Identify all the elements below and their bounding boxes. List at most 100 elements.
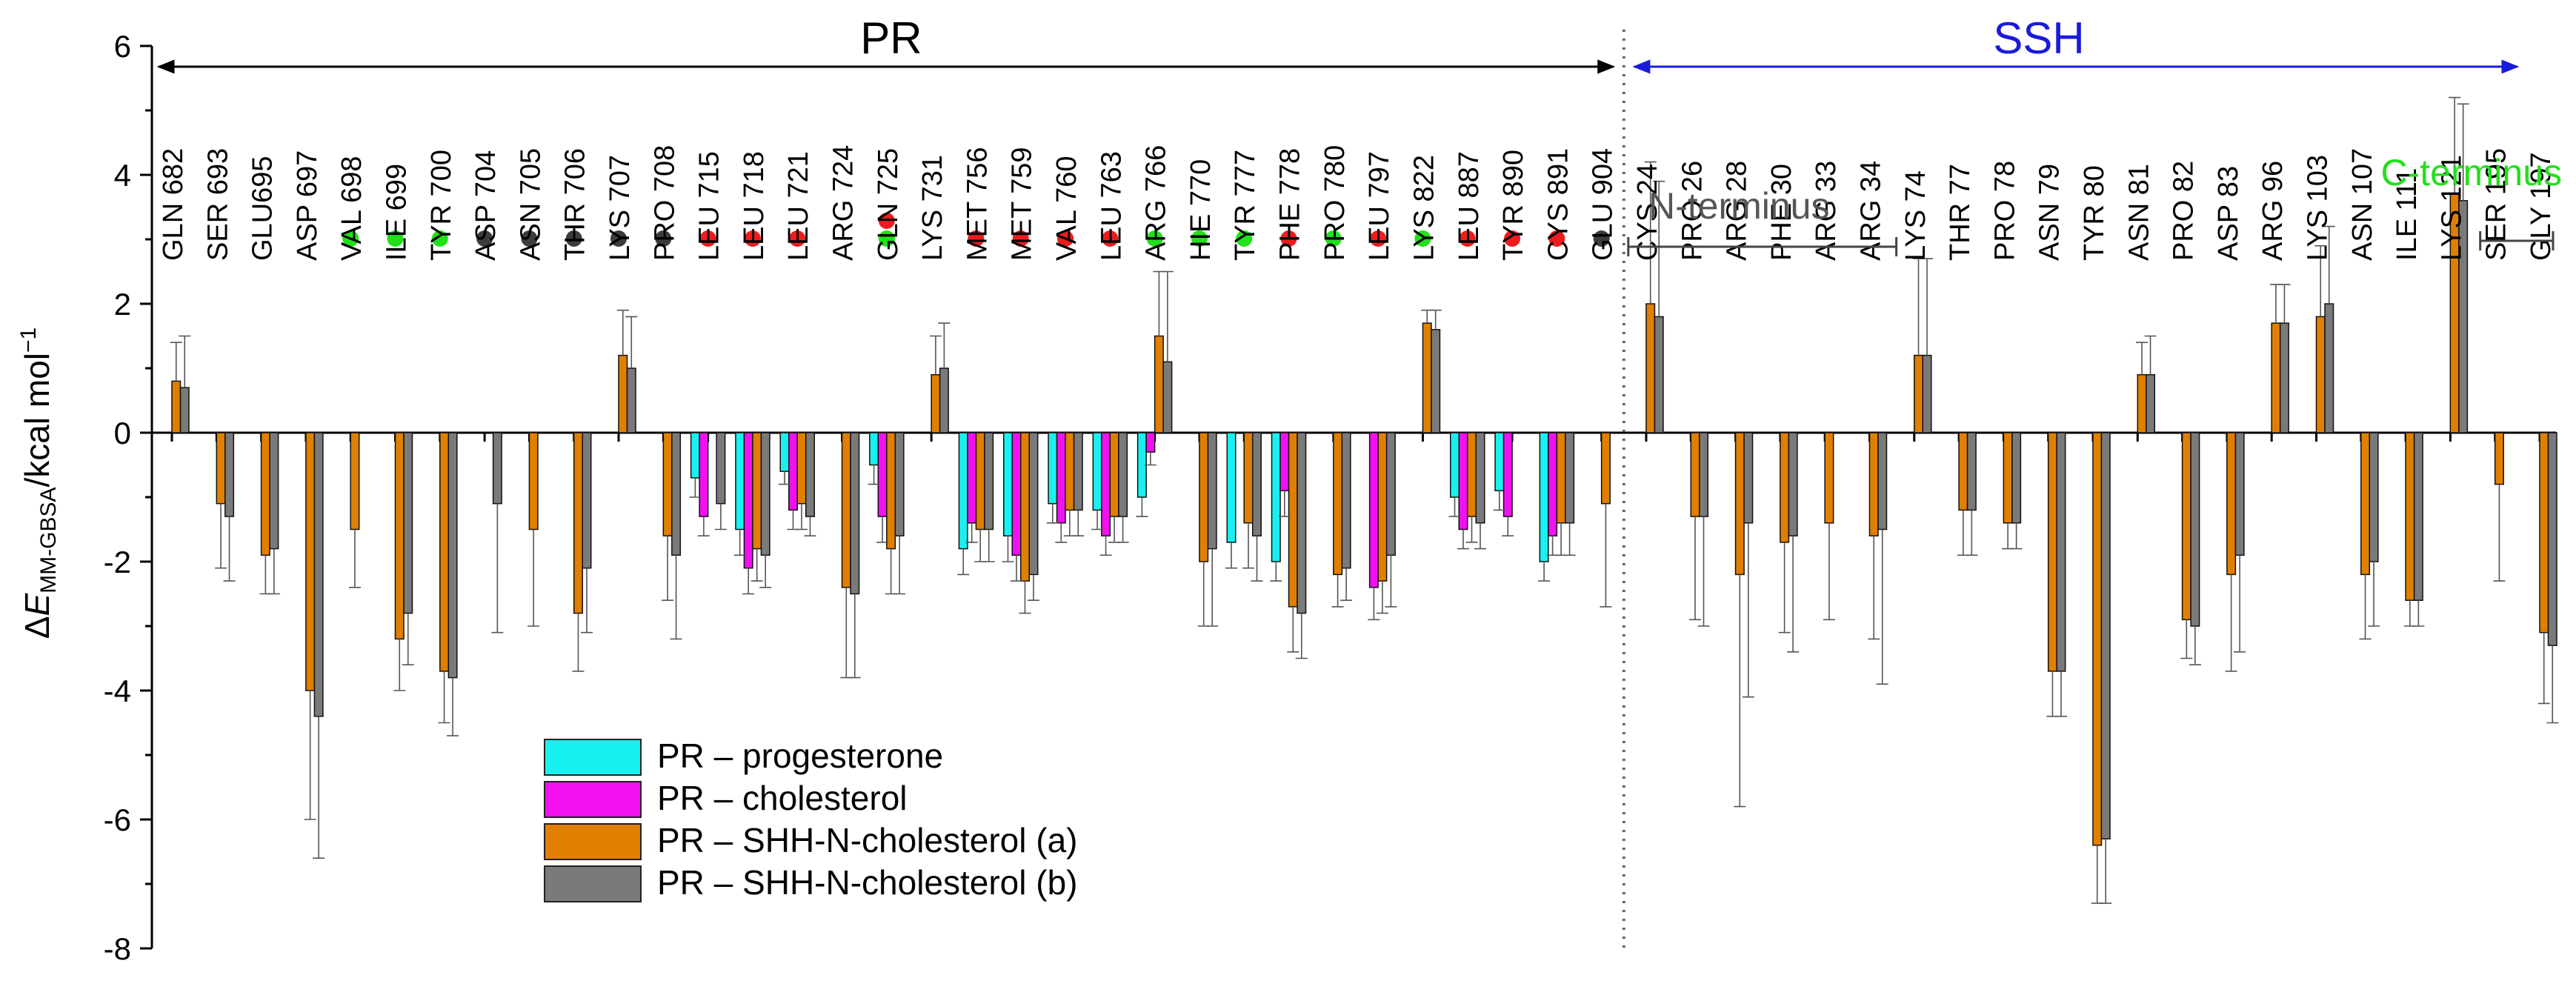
bar-2 <box>1422 322 1432 433</box>
bar-2 <box>171 380 182 433</box>
bar-3 <box>1341 432 1351 569</box>
legend-swatch <box>544 865 642 902</box>
bar-2 <box>2003 432 2013 524</box>
residue-label: LEU 887 <box>1454 151 1485 261</box>
bar-3 <box>671 432 682 556</box>
y-tick-label: -6 <box>104 802 131 837</box>
contact-dot <box>1548 230 1565 247</box>
bar-3 <box>582 432 592 569</box>
bar-2 <box>1154 335 1164 433</box>
contact-dot <box>1191 230 1208 247</box>
residue-label: GLN 725 <box>873 148 904 261</box>
bar-2 <box>2226 432 2237 576</box>
bar-2 <box>2494 432 2504 485</box>
bar-2 <box>2092 432 2103 846</box>
contact-dot <box>521 230 538 247</box>
contact-dot <box>476 230 493 247</box>
contact-dot <box>1280 230 1297 247</box>
residue-label: MET 756 <box>962 147 993 261</box>
contact-dot <box>878 230 895 247</box>
residue-label: HIE 770 <box>1185 159 1217 261</box>
residue-label: TYR 777 <box>1230 150 1261 261</box>
n-terminus-label: N-terminus <box>1648 185 1829 227</box>
residue-label: PRO 708 <box>649 145 680 261</box>
residue-label: LYS 822 <box>1408 155 1440 261</box>
bar-3 <box>939 368 949 433</box>
contact-dot <box>1593 230 1610 247</box>
bar-3 <box>2413 432 2423 601</box>
bar-0 <box>1048 432 1058 505</box>
y-axis-superscript: −1 <box>16 327 41 353</box>
residue-label: ASP 697 <box>292 150 323 261</box>
bar-2 <box>1065 432 1075 511</box>
residue-label: GLY 197 <box>2526 153 2557 262</box>
bar-3 <box>1297 432 1307 614</box>
bar-1 <box>1279 432 1290 492</box>
bar-2 <box>662 432 673 536</box>
residue-label: LEU 718 <box>739 151 770 261</box>
residue-label: MET 759 <box>1007 147 1038 261</box>
residue-label: LYS 103 <box>2302 155 2333 261</box>
bar-2 <box>2181 432 2191 621</box>
contact-dot <box>387 230 404 247</box>
bar-2 <box>752 432 762 550</box>
bar-3 <box>760 432 771 556</box>
bar-2 <box>1734 432 1745 576</box>
legend-swatch <box>544 739 642 776</box>
contact-dot <box>1414 230 1431 247</box>
legend-entry: PR – SHH-N-cholesterol (a) <box>657 821 1077 859</box>
bar-3 <box>1788 432 1798 536</box>
bar-1 <box>1368 432 1379 588</box>
error-bars-group <box>170 96 2559 904</box>
contact-dot <box>699 230 716 247</box>
bar-1 <box>1056 432 1066 524</box>
pr-region-label: PR <box>860 13 922 63</box>
bar-3 <box>984 432 994 531</box>
bar-2 <box>618 354 628 433</box>
bar-1 <box>788 432 798 511</box>
bar-2 <box>2047 432 2057 672</box>
bar-2 <box>350 432 360 531</box>
bar-0 <box>779 432 790 472</box>
bar-3 <box>850 432 860 595</box>
bar-2 <box>439 432 450 672</box>
contact-dot <box>789 230 806 247</box>
bar-3 <box>2547 432 2557 646</box>
bar-2 <box>394 432 405 640</box>
residue-label: LEU 797 <box>1364 151 1395 261</box>
residue-label: LEU 763 <box>1096 151 1127 261</box>
residue-label: PRO 26 <box>1677 161 1708 261</box>
bar-0 <box>690 432 700 479</box>
marker-dots-group <box>342 213 1610 247</box>
c-terminus-label: C-terminus <box>2381 152 2562 193</box>
bar-2 <box>2137 373 2147 433</box>
bar-3 <box>179 387 190 433</box>
bar-0 <box>1002 432 1013 536</box>
bar-0 <box>1494 432 1505 492</box>
residue-label: SER 195 <box>2481 148 2512 261</box>
contact-dot <box>565 230 582 247</box>
bar-3 <box>2279 322 2289 433</box>
bar-1 <box>877 432 888 517</box>
y-tick-label: 2 <box>114 287 131 322</box>
contact-dot <box>878 213 895 229</box>
bar-3 <box>1654 316 1664 433</box>
bar-3 <box>716 432 726 505</box>
bar-3 <box>2056 432 2066 672</box>
legend-swatch <box>544 781 642 818</box>
bar-1 <box>1502 432 1513 517</box>
bar-3 <box>1966 432 1977 511</box>
residue-label: ASN 107 <box>2347 148 2378 261</box>
bar-3 <box>1251 432 1262 536</box>
bar-1 <box>743 432 753 569</box>
bar-3 <box>492 432 502 505</box>
contact-dot <box>1504 230 1521 247</box>
bar-0 <box>1539 432 1549 562</box>
bar-2 <box>2315 316 2326 433</box>
residue-label: PRO 82 <box>2169 161 2200 261</box>
residue-label: PHE 30 <box>1766 164 1797 261</box>
residue-label: ARG 96 <box>2257 161 2289 261</box>
bar-3 <box>1699 432 1709 517</box>
residue-label: PRO 780 <box>1319 145 1351 261</box>
